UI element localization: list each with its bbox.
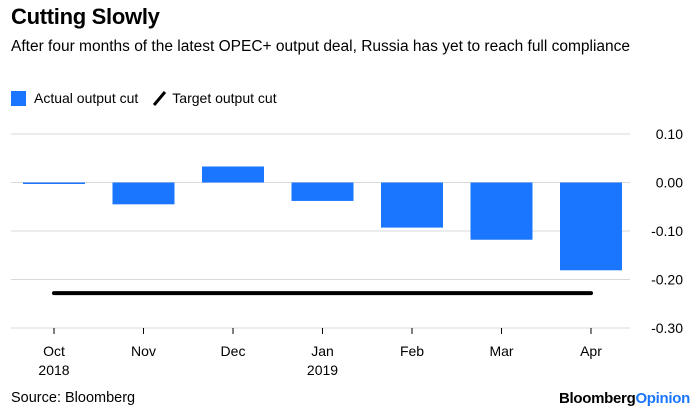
y-tick-label: 0.00 [656, 175, 683, 191]
x-tick-sublabel: 2019 [307, 362, 338, 378]
x-tick-sublabel: 2018 [38, 362, 69, 378]
bar [560, 182, 622, 271]
bar [23, 182, 85, 184]
x-tick-label: Feb [400, 343, 424, 359]
y-tick-label: -0.30 [651, 320, 683, 336]
brand-logo: BloombergOpinion [559, 390, 690, 407]
y-tick-label: -0.10 [651, 223, 683, 239]
x-tick-label: Nov [131, 343, 156, 359]
legend-label-target: Target output cut [172, 90, 277, 106]
chart-title: Cutting Slowly [11, 4, 160, 29]
bar [291, 182, 354, 201]
legend-item-actual: Actual output cut [11, 90, 138, 106]
legend: Actual output cut Target output cut [11, 90, 291, 106]
y-tick-label: -0.20 [651, 272, 683, 288]
x-tick-label: Mar [489, 343, 513, 359]
y-tick-label: 0.10 [656, 126, 683, 142]
source-note: Source: Bloomberg [11, 390, 136, 406]
bar [112, 182, 175, 205]
bar [381, 182, 443, 228]
brand-accent: Opinion [635, 390, 690, 407]
x-tick-label: Jan [311, 343, 334, 359]
x-tick-label: Oct [43, 343, 65, 359]
chart-subtitle: After four months of the latest OPEC+ ou… [11, 38, 631, 55]
legend-label-actual: Actual output cut [34, 90, 139, 106]
legend-item-target: Target output cut [152, 90, 276, 106]
bar [202, 166, 264, 183]
bar [470, 182, 533, 240]
legend-swatch-actual [11, 90, 26, 106]
x-tick-label: Apr [580, 343, 602, 359]
x-tick-label: Dec [221, 343, 246, 359]
brand-main: Bloomberg [558, 390, 636, 407]
